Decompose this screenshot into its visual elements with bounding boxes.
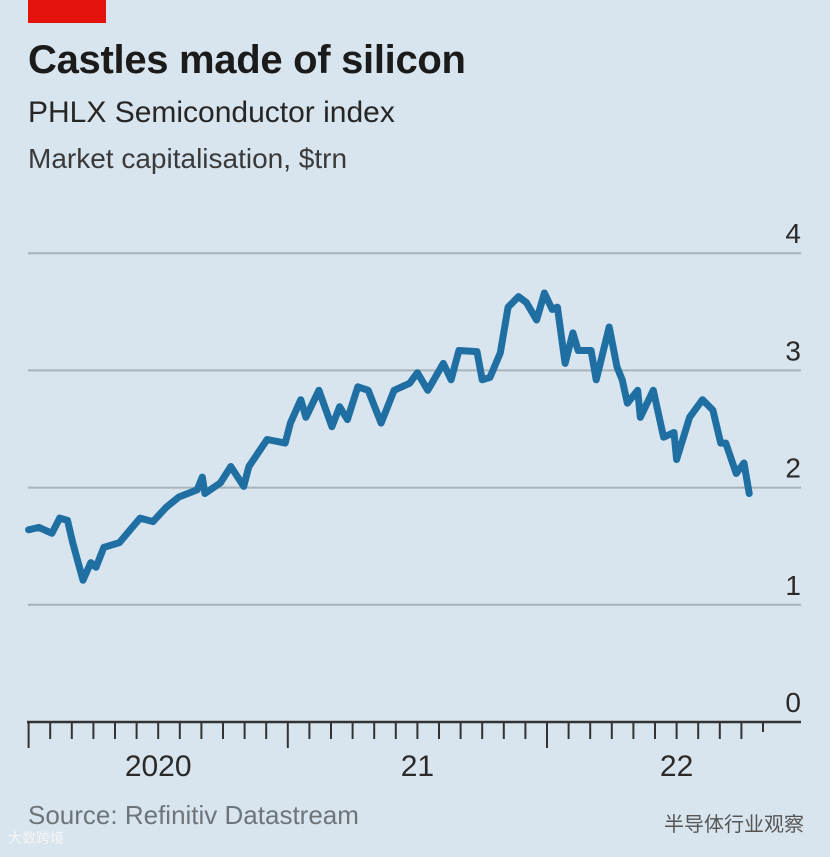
x-tick-label: 22 [660,750,693,783]
brand-red-bar [28,0,106,23]
chart-subtitle: PHLX Semiconductor index [28,96,395,129]
y-tick-label: 4 [785,218,801,249]
y-axis-label: Market capitalisation, $trn [28,143,348,174]
x-tick-label: 2020 [125,750,192,783]
chart-title: Castles made of silicon [28,38,466,82]
y-tick-label: 1 [785,570,801,601]
series-line-semiconductor-index [25,289,753,584]
source-note: Source: Refinitiv Datastream [28,800,359,830]
x-tick-label: 21 [401,750,434,783]
y-tick-label: 0 [785,687,801,718]
wechat-watermark: 半导体行业观察 [664,812,804,836]
corner-watermark: 大数跨境 [8,831,64,847]
y-tick-label: 3 [785,335,801,366]
y-tick-label: 2 [785,453,801,484]
